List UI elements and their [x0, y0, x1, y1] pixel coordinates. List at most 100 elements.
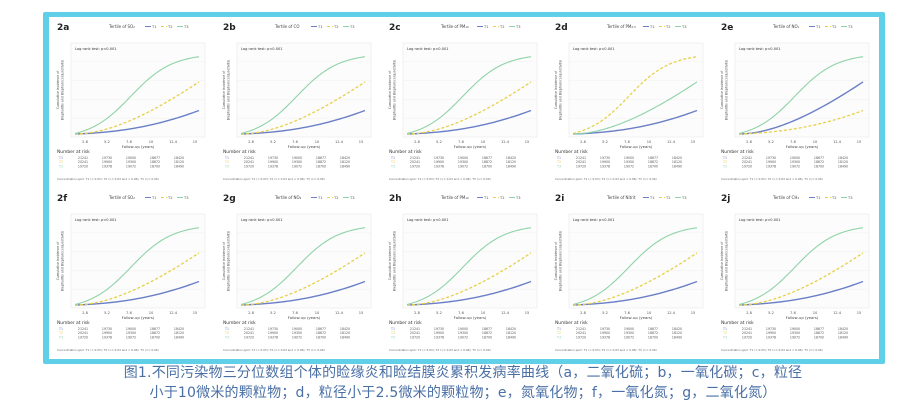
risk-cell: 19072	[790, 164, 800, 168]
risk-row-label: T1	[58, 156, 63, 160]
risk-cell: 18120	[506, 160, 516, 164]
x-tick-label: 10	[315, 311, 320, 315]
legend-label-T2: T2	[167, 196, 172, 200]
risk-cell: 21241	[244, 327, 254, 331]
risk-row-label: T2	[556, 160, 561, 164]
plot-area	[402, 42, 538, 138]
risk-row-label: T3	[390, 335, 395, 339]
risk-cell: 19900	[600, 160, 610, 164]
risk-cell: 18490	[506, 164, 516, 168]
risk-cell: 19720	[410, 335, 420, 339]
risk-cell: 21241	[78, 156, 88, 160]
risk-cell: 19900	[766, 331, 776, 335]
legend-label-T1: T1	[483, 196, 488, 200]
panel-2g: 2g Tertile of NO₂ T1 T2 T3 Log rank test: p<0…	[215, 188, 381, 359]
risk-cell: 21241	[742, 327, 752, 331]
x-tick-label: 15	[857, 140, 862, 144]
risk-cell: 20241	[576, 331, 586, 335]
legend: T1 T2 T3	[809, 196, 852, 200]
x-tick-label: 5.2	[436, 140, 442, 144]
risk-cell: 21241	[410, 156, 420, 160]
legend-label-T3: T3	[183, 25, 188, 29]
risk-cell: 18490	[174, 164, 184, 168]
y-label-line-1: Cumulative incidence of	[222, 70, 226, 109]
x-tick-label: 5.2	[104, 311, 110, 315]
x-axis-label: Follow-up (years)	[620, 315, 653, 320]
risk-cell: 18872	[482, 331, 492, 335]
x-tick-label: 2.8	[580, 140, 586, 144]
panel-title: Tertile of NOₓ	[772, 24, 800, 29]
curve-T2	[240, 252, 366, 306]
risk-cell: 18490	[340, 335, 350, 339]
panel-label: 2d	[555, 23, 568, 33]
plot-area	[70, 42, 206, 138]
caption-line-1: 图1.不同污染物三分位数组个体的睑缘炎和睑结膜炎累积发病率曲线（a，二氧化硫；b…	[123, 365, 803, 381]
risk-cell: 19378	[600, 164, 610, 168]
risk-cell: 20241	[410, 331, 420, 335]
x-tick-label: 12.4	[335, 140, 344, 144]
panel-label: 2e	[721, 23, 733, 33]
footnote: Concentration ppm: T1 (< 0.03); T2 (>= 0…	[57, 348, 159, 352]
x-tick-label: 7.6	[292, 311, 298, 315]
y-label-line-1: Cumulative incidence of	[720, 70, 724, 109]
y-axis-label: Cumulative incidence of Blepharitis and B…	[720, 59, 729, 120]
risk-cell: 18700	[482, 164, 492, 168]
risk-cell: 18700	[482, 335, 492, 339]
risk-cell: 19000	[790, 327, 800, 331]
legend: T1 T2 T3	[477, 196, 520, 200]
risk-row-label: T2	[722, 160, 727, 164]
curve-T1	[572, 109, 698, 135]
x-tick-label: 7.6	[624, 311, 630, 315]
y-axis-label: Cumulative incidence of Blepharitis and B…	[222, 230, 231, 291]
x-axis-label: Follow-up (years)	[786, 315, 819, 320]
risk-row-label: T2	[58, 160, 63, 164]
risk-cell: 18700	[814, 164, 824, 168]
risk-cell: 19300	[790, 160, 800, 164]
x-tick-label: 12.4	[667, 311, 676, 315]
risk-cell: 19730	[600, 327, 610, 331]
x-tick-label: 2.8	[248, 140, 254, 144]
risk-cell: 18120	[174, 160, 184, 164]
risk-row-label: T2	[722, 331, 727, 335]
x-axis-label: Follow-up (years)	[122, 144, 155, 149]
risk-cell: 19000	[292, 327, 302, 331]
panel-label: 2a	[57, 23, 69, 33]
x-tick-label: 2.8	[82, 140, 88, 144]
logrank-text: Log rank test: p<0.001	[75, 47, 117, 51]
y-label-line-2: Blepharitis and Blepharoconjunctivitis	[725, 230, 729, 291]
risk-cell: 19720	[410, 164, 420, 168]
legend: T1 T2 T3	[643, 196, 686, 200]
risk-cell: 19900	[434, 160, 444, 164]
footnote: Concentration ppm: T1 (< 0.03); T2 (>= 0…	[721, 177, 823, 181]
curve-T2	[74, 252, 200, 306]
footnote: Concentration ppm: T1 (< 0.03); T2 (>= 0…	[223, 177, 325, 181]
risk-cell: 20241	[742, 331, 752, 335]
risk-cell: 18490	[672, 164, 682, 168]
risk-cell: 19720	[742, 164, 752, 168]
risk-cell: 18420	[838, 327, 848, 331]
risk-cell: 18872	[150, 331, 160, 335]
risk-cell: 19000	[292, 156, 302, 160]
y-label-line-2: Blepharitis and Blepharoconjunctivitis	[61, 59, 65, 120]
x-tick-label: 12.4	[501, 140, 510, 144]
x-tick-label: 12.4	[833, 140, 842, 144]
legend-label-T3: T3	[349, 25, 354, 29]
legend-label-T1: T1	[649, 196, 654, 200]
risk-cell: 20241	[244, 160, 254, 164]
risk-cell: 18700	[316, 164, 326, 168]
risk-cell: 19730	[102, 327, 112, 331]
logrank-text: Log rank test: p<0.001	[407, 218, 449, 222]
risk-cell: 18420	[174, 327, 184, 331]
risk-cell: 18677	[150, 327, 160, 331]
logrank-text: Log rank test: p<0.001	[739, 218, 781, 222]
risk-cell: 19378	[434, 164, 444, 168]
legend: T1 T2 T3	[809, 25, 852, 29]
risk-cell: 18420	[672, 327, 682, 331]
legend-label-T1: T1	[317, 196, 322, 200]
x-tick-label: 12.4	[501, 311, 510, 315]
risk-cell: 18677	[316, 327, 326, 331]
risk-cell: 18490	[340, 164, 350, 168]
risk-cell: 19300	[458, 160, 468, 164]
risk-cell: 18677	[482, 156, 492, 160]
